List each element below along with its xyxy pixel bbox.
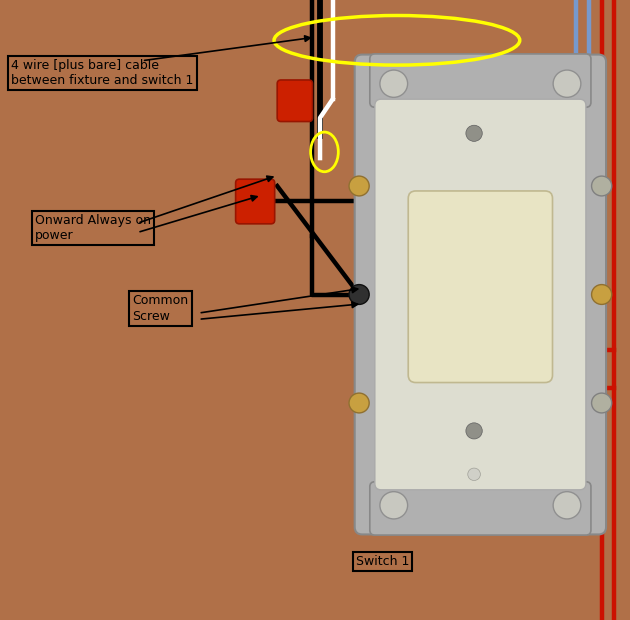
Circle shape — [592, 393, 612, 413]
Circle shape — [467, 468, 480, 481]
Text: Common
Screw: Common Screw — [132, 294, 188, 322]
Circle shape — [553, 492, 581, 519]
Text: Onward Always on
power: Onward Always on power — [35, 214, 151, 242]
Circle shape — [466, 125, 483, 141]
Circle shape — [466, 423, 483, 439]
FancyBboxPatch shape — [277, 80, 312, 122]
FancyBboxPatch shape — [236, 179, 275, 224]
Text: 4 wire [plus bare] cable
between fixture and switch 1: 4 wire [plus bare] cable between fixture… — [11, 59, 193, 87]
Circle shape — [349, 393, 369, 413]
Circle shape — [553, 70, 581, 97]
Circle shape — [349, 285, 369, 304]
Circle shape — [380, 492, 408, 519]
Circle shape — [592, 176, 612, 196]
Circle shape — [380, 70, 408, 97]
FancyBboxPatch shape — [370, 54, 591, 107]
FancyBboxPatch shape — [370, 482, 591, 535]
Text: Switch 1: Switch 1 — [356, 555, 410, 568]
Circle shape — [349, 176, 369, 196]
FancyBboxPatch shape — [375, 99, 586, 490]
FancyBboxPatch shape — [408, 191, 553, 383]
FancyBboxPatch shape — [355, 55, 606, 534]
Circle shape — [592, 285, 612, 304]
